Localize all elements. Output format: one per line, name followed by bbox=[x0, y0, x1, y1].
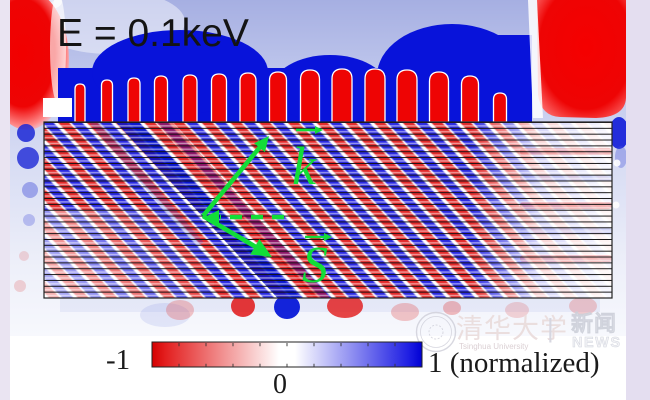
poynting-arrowhead bbox=[250, 239, 272, 257]
colorbar-zero-label: 0 bbox=[273, 369, 287, 400]
poynting-label: S bbox=[302, 237, 328, 294]
watermark-news-cn: 新闻 bbox=[571, 311, 617, 336]
poynting-arrow bbox=[201, 214, 258, 249]
grating-layer-lines bbox=[44, 122, 612, 298]
colorbar-max-label: 1 (normalized) bbox=[428, 347, 600, 379]
colorbar-ticks-bottom bbox=[178, 363, 396, 367]
watermark-divider: | bbox=[547, 313, 554, 343]
grating-structure bbox=[43, 121, 613, 299]
field-lobe-top-right bbox=[537, 0, 626, 118]
left-border bbox=[0, 0, 10, 400]
energy-label: E = 0.1keV bbox=[57, 12, 249, 55]
surface-field-lobes bbox=[74, 68, 508, 123]
photo-area: k S E = 0.1keV 清华大学 Tsinghua University … bbox=[0, 0, 629, 400]
field-map: k S E = 0.1keV bbox=[0, 0, 629, 336]
watermark-university-en: Tsinghua University bbox=[459, 342, 528, 351]
wavevector-arrow bbox=[201, 145, 262, 218]
right-border bbox=[626, 0, 650, 400]
dashed-arrowhead bbox=[205, 210, 219, 224]
colorbar-ticks-top bbox=[178, 343, 396, 347]
vector-annotations: k S bbox=[201, 126, 332, 294]
wavevector-label: k bbox=[292, 136, 317, 196]
watermark: 清华大学 Tsinghua University | 新闻 NEWS bbox=[415, 311, 622, 353]
transmitted-field-blobs bbox=[140, 294, 597, 327]
source-aperture bbox=[43, 98, 72, 117]
watermark-university-cn: 清华大学 bbox=[456, 314, 568, 344]
wavevector-arrowhead bbox=[254, 136, 269, 153]
colorbar: -1 0 1 (normalized) bbox=[106, 341, 600, 400]
colorbar-min-label: -1 bbox=[106, 344, 130, 376]
university-seal-icon bbox=[415, 311, 457, 353]
watermark-news-en: NEWS bbox=[572, 335, 622, 351]
grating-outline bbox=[43, 121, 613, 299]
